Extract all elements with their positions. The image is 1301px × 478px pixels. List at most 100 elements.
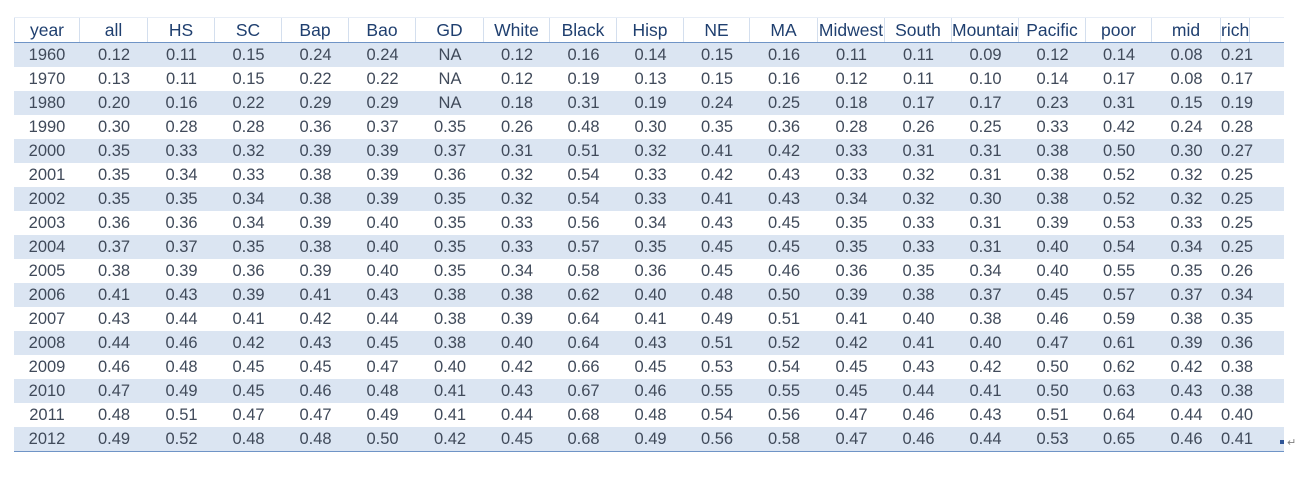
value-cell: 0.38 — [1170, 310, 1203, 328]
value-cell: 0.46 — [165, 334, 198, 352]
value-cell: 0.41 — [700, 190, 734, 208]
value-cell: 0.45 — [634, 358, 667, 376]
value-cell: 0.39 — [1170, 334, 1203, 352]
value-cell: 0.34 — [1170, 238, 1203, 256]
value-cell: 0.42 — [433, 430, 467, 448]
value-cell: 0.31 — [969, 214, 1002, 232]
year-cell: 2007 — [28, 310, 66, 328]
value-cell: 0.39 — [366, 190, 399, 208]
value-cell: 0.40 — [1036, 262, 1069, 280]
value-cell: NA — [438, 94, 462, 112]
value-cell: 0.42 — [1102, 118, 1136, 136]
table-row: 2008 0.44 0.46 0.42 0.43 0.45 0.38 0.40 0.64 0.43… — [14, 331, 1284, 355]
value-cell: 0.33 — [902, 238, 935, 256]
value-cell: 0.18 — [500, 94, 534, 112]
value-cell: 0.40 — [634, 286, 667, 304]
value-cell: 0.33 — [500, 214, 534, 232]
table-row: 2002 0.35 0.35 0.34 0.38 0.39 0.35 0.32 0.54 0.33… — [14, 187, 1284, 211]
value-cell: 0.27 — [1221, 142, 1254, 160]
value-cell: 0.08 — [1170, 70, 1203, 88]
value-cell: 0.32 — [902, 166, 935, 184]
value-cell: 0.51 — [567, 142, 600, 160]
value-cell: 0.39 — [299, 142, 332, 160]
value-cell: 0.35 — [902, 262, 935, 280]
value-cell: 0.38 — [1036, 190, 1069, 208]
table-row: 2003 0.36 0.36 0.34 0.39 0.40 0.35 0.33 0.56 0.34… — [14, 211, 1284, 235]
value-cell: 0.38 — [433, 286, 467, 304]
value-cell: 0.44 — [902, 382, 935, 400]
value-cell: 0.49 — [165, 382, 198, 400]
value-cell: 0.45 — [835, 358, 868, 376]
value-cell: 0.55 — [700, 382, 734, 400]
value-cell: 0.68 — [567, 406, 600, 424]
value-cell: 0.32 — [1170, 166, 1203, 184]
table-row: 2012 0.49 0.52 0.48 0.48 0.50 0.42 0.45 0.68 0.49… — [14, 427, 1284, 452]
value-cell: 0.54 — [767, 358, 801, 376]
value-cell: 0.52 — [165, 430, 198, 448]
value-cell: 0.43 — [767, 166, 801, 184]
value-cell: 0.45 — [767, 214, 801, 232]
value-cell: 0.31 — [902, 142, 935, 160]
value-cell: 0.36 — [165, 214, 198, 232]
value-cell: 0.32 — [500, 190, 534, 208]
value-cell: 0.36 — [767, 118, 801, 136]
value-cell: 0.59 — [1102, 310, 1136, 328]
value-cell: 0.54 — [567, 166, 600, 184]
table-row: 2006 0.41 0.43 0.39 0.41 0.43 0.38 0.38 0.62 0.40… — [14, 283, 1284, 307]
value-cell: 0.15 — [1170, 94, 1203, 112]
value-cell: 0.21 — [1221, 46, 1254, 64]
value-cell: 0.38 — [299, 238, 332, 256]
value-cell: 0.16 — [165, 94, 198, 112]
value-cell: 0.44 — [969, 430, 1002, 448]
value-cell: 0.32 — [500, 166, 534, 184]
value-cell: 0.34 — [1221, 286, 1254, 304]
value-cell: 0.34 — [500, 262, 534, 280]
value-cell: 0.53 — [1036, 430, 1069, 448]
value-cell: 0.51 — [767, 310, 801, 328]
value-cell: 0.42 — [500, 358, 534, 376]
year-cell: 2003 — [28, 214, 66, 232]
value-cell: 0.15 — [232, 70, 265, 88]
table-resize-handle[interactable] — [1280, 440, 1284, 444]
value-cell: 0.43 — [767, 190, 801, 208]
value-cell: 0.57 — [567, 238, 600, 256]
year-cell: 2000 — [28, 142, 66, 160]
value-cell: 0.39 — [835, 286, 868, 304]
value-cell: 0.40 — [969, 334, 1002, 352]
value-cell: 0.50 — [1036, 358, 1069, 376]
value-cell: 0.52 — [1102, 190, 1136, 208]
value-cell: 0.37 — [433, 142, 467, 160]
value-cell: 0.49 — [97, 430, 131, 448]
value-cell: 0.38 — [902, 286, 935, 304]
value-cell: 0.45 — [767, 238, 801, 256]
value-cell: 0.33 — [232, 166, 265, 184]
value-cell: 0.35 — [700, 118, 734, 136]
table-row: 1960 0.12 0.11 0.15 0.24 0.24 NA 0.12 0.16 0.14 0.… — [14, 43, 1284, 67]
value-cell: 0.42 — [835, 334, 868, 352]
value-cell: 0.33 — [500, 238, 534, 256]
value-cell: 0.35 — [835, 214, 868, 232]
value-cell: 0.64 — [567, 310, 600, 328]
column-header: SC — [215, 18, 282, 42]
value-cell: 0.37 — [1170, 286, 1203, 304]
value-cell: 0.18 — [835, 94, 868, 112]
value-cell: 0.48 — [165, 358, 198, 376]
value-cell: 0.35 — [433, 262, 467, 280]
value-cell: 0.41 — [700, 142, 734, 160]
value-cell: 0.50 — [1102, 142, 1136, 160]
value-cell: 0.66 — [567, 358, 600, 376]
value-cell: 0.39 — [366, 142, 399, 160]
value-cell: 0.14 — [1102, 46, 1136, 64]
column-header: Bao — [349, 18, 416, 42]
value-cell: 0.40 — [366, 262, 399, 280]
value-cell: 0.28 — [232, 118, 265, 136]
value-cell: 0.38 — [433, 310, 467, 328]
value-cell: 0.40 — [1221, 406, 1254, 424]
value-cell: 0.11 — [903, 46, 934, 64]
value-cell: 0.45 — [299, 358, 332, 376]
header-row: year all HS SC Bap Bao GD White Black Hi… — [14, 17, 1284, 43]
value-cell: 0.12 — [97, 46, 131, 64]
value-cell: 0.56 — [567, 214, 600, 232]
value-cell: 0.11 — [166, 46, 197, 64]
value-cell: 0.43 — [700, 214, 734, 232]
